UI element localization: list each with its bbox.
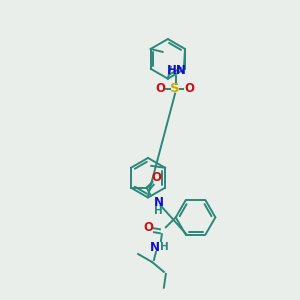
Text: H: H	[154, 206, 163, 216]
Text: HN: HN	[167, 64, 187, 77]
Text: S: S	[170, 82, 180, 95]
Text: N: N	[154, 196, 164, 209]
Text: O: O	[155, 82, 165, 95]
Text: O: O	[152, 171, 162, 184]
Text: N: N	[150, 241, 160, 254]
Text: H: H	[160, 242, 169, 252]
Text: O: O	[143, 221, 153, 234]
Text: O: O	[184, 82, 194, 95]
